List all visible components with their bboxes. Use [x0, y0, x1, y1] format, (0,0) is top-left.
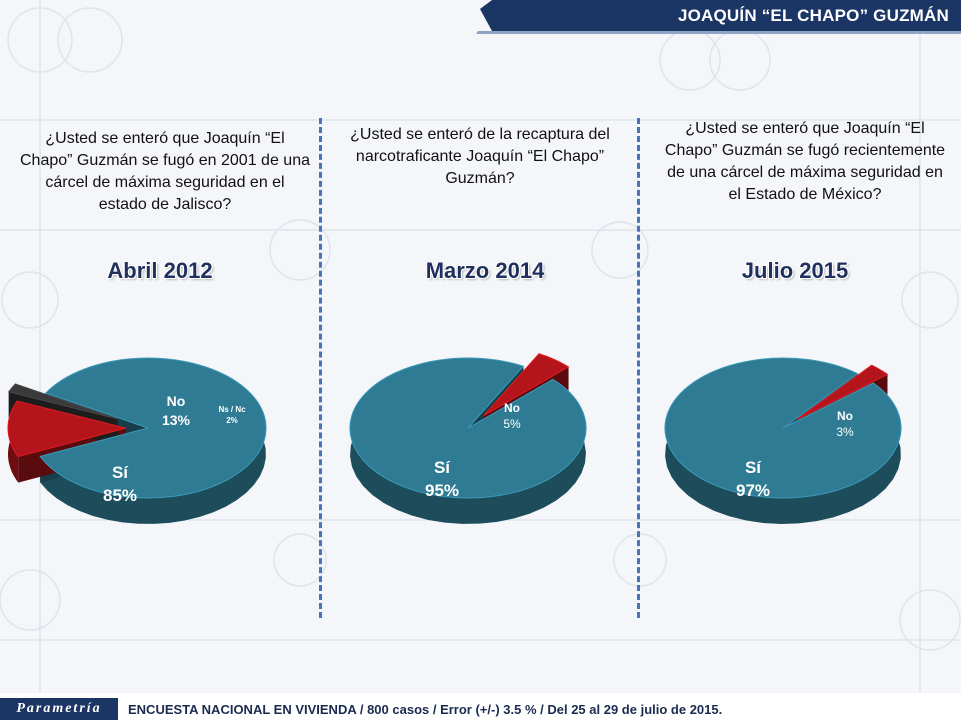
panel-divider: [637, 118, 640, 618]
pie-chart: Sí 95% No 5%: [349, 353, 587, 524]
slice-name-label: Sí: [434, 458, 451, 477]
page-title: JOAQUÍN “EL CHAPO” GUZMÁN: [677, 6, 949, 25]
slice-value-label: 95%: [425, 481, 459, 500]
survey-note: ENCUESTA NACIONAL EN VIVIENDA / 800 caso…: [128, 702, 723, 717]
brand-logo: Parametría: [0, 698, 118, 720]
question-text: ¿Usted se enteró de la recaptura del nar…: [350, 126, 610, 187]
pie-slice: [349, 357, 587, 499]
slice-name-label: Sí: [112, 463, 129, 482]
pie-slice: [7, 400, 127, 458]
slice-value-label: 97%: [736, 481, 770, 500]
slice-value-label: 3%: [836, 425, 854, 439]
pie-chart: Sí 97% No 3%: [664, 357, 902, 524]
slice-name-label: No: [837, 409, 853, 423]
question-text: ¿Usted se enteró que Joaquín “El Chapo” …: [20, 130, 310, 213]
header-bar: [476, 0, 961, 34]
period-label: Julio 2015: [741, 258, 849, 283]
pie-slice: [39, 357, 267, 499]
slice-name-label: Sí: [745, 458, 762, 477]
period-label: Abril 2012: [107, 258, 213, 283]
pie-slice: [7, 383, 118, 420]
pie-chart: Sí 85% No 13% Ns / Nc 2%: [7, 357, 267, 524]
panel-divider: [319, 118, 322, 618]
question-text: ¿Usted se enteró que Joaquín “El Chapo” …: [664, 120, 946, 203]
pie-slice: [483, 353, 570, 416]
slice-name-label: No: [167, 393, 186, 409]
slice-name-label: No: [504, 401, 520, 415]
slice-value-label: 85%: [103, 486, 137, 505]
pie-slice: [664, 357, 902, 499]
pie-slice: [796, 364, 889, 420]
slice-value-label: 5%: [503, 417, 521, 431]
slice-name-label: Ns / Nc: [218, 405, 246, 414]
slice-value-label: 13%: [162, 412, 191, 428]
footer-bar: [0, 693, 961, 721]
slice-value-label: 2%: [226, 416, 238, 425]
period-label: Marzo 2014: [425, 258, 545, 283]
